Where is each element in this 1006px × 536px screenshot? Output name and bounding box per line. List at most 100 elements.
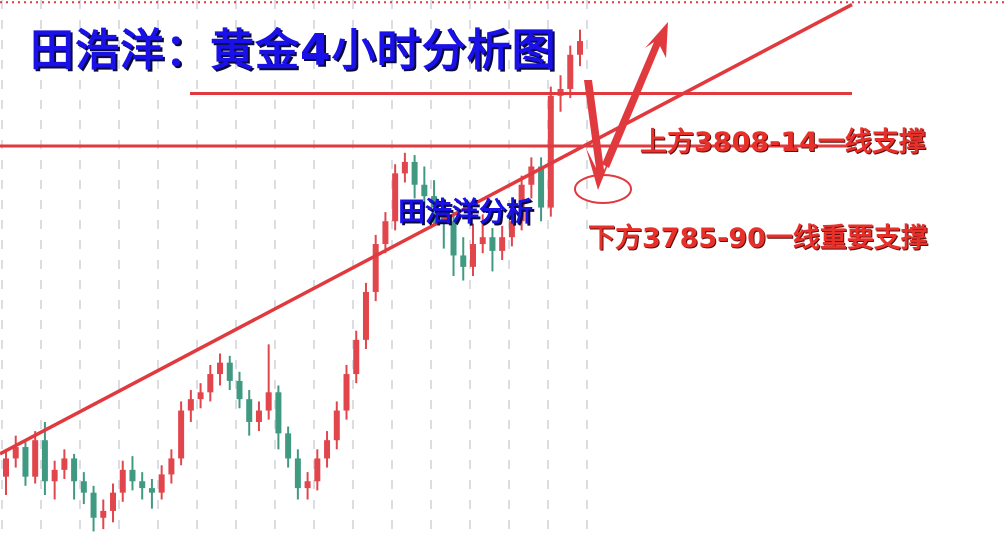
candle-body bbox=[207, 374, 214, 393]
candle-body bbox=[168, 458, 175, 475]
candle-down bbox=[71, 453, 78, 500]
candle-body bbox=[538, 166, 545, 208]
candle-body bbox=[353, 339, 360, 375]
candle-body bbox=[285, 433, 292, 459]
candle-up bbox=[32, 431, 39, 484]
candle-body bbox=[22, 447, 29, 477]
candle-up bbox=[51, 460, 58, 500]
candle-body bbox=[139, 481, 146, 489]
candle-up bbox=[168, 449, 175, 484]
annotation-lines bbox=[0, 1, 1006, 456]
candle-body bbox=[119, 469, 126, 493]
candle-body bbox=[489, 237, 496, 251]
candle-up bbox=[547, 86, 554, 217]
candle-body bbox=[324, 440, 331, 459]
target-circle bbox=[574, 174, 632, 204]
candle-body bbox=[411, 161, 418, 185]
candle-down bbox=[440, 198, 447, 249]
trendline bbox=[0, 3, 853, 456]
candle-body bbox=[41, 440, 48, 482]
candle-body bbox=[275, 392, 282, 434]
candle-body bbox=[421, 184, 428, 197]
candle-up bbox=[255, 401, 262, 432]
candle-up bbox=[567, 45, 574, 99]
candle-down bbox=[148, 478, 155, 509]
candle-down bbox=[236, 371, 243, 409]
candle-body bbox=[246, 399, 253, 422]
candle-down bbox=[275, 385, 282, 450]
candle-body bbox=[567, 54, 574, 89]
candle-up bbox=[479, 214, 486, 254]
candle-body bbox=[197, 392, 204, 400]
grid bbox=[1, 0, 588, 536]
candle-up bbox=[61, 449, 68, 479]
candle-up bbox=[392, 164, 399, 231]
candle-body bbox=[577, 41, 583, 55]
candle-up bbox=[207, 364, 214, 402]
candle-body bbox=[148, 488, 155, 493]
candle-body bbox=[440, 207, 447, 222]
upper-support-label: 上方3808-14一线支撑 bbox=[640, 127, 926, 158]
candle-up bbox=[265, 344, 272, 420]
candle-body bbox=[294, 458, 301, 489]
candle-body bbox=[547, 95, 554, 208]
candle-body bbox=[110, 492, 117, 511]
candle-up bbox=[100, 499, 107, 530]
lower-support-label: 下方3785-90一线重要支撑 bbox=[588, 223, 928, 254]
candle-body bbox=[431, 196, 438, 208]
candle-down bbox=[450, 212, 457, 276]
candle-up bbox=[3, 449, 9, 495]
candle-down bbox=[285, 426, 292, 468]
candle-body bbox=[226, 362, 233, 381]
chart-title: 田浩洋：黄金4小时分析图 bbox=[30, 25, 557, 76]
watermark: 田浩洋分析 bbox=[398, 197, 533, 228]
candle-down bbox=[139, 472, 146, 500]
candle-body bbox=[61, 458, 68, 470]
candle-up bbox=[12, 435, 19, 468]
candle-up bbox=[324, 431, 331, 468]
candle-down bbox=[411, 155, 418, 199]
candle-down bbox=[22, 440, 29, 486]
candle-down bbox=[41, 421, 48, 495]
candle-up bbox=[119, 460, 126, 502]
candle-down bbox=[80, 472, 87, 505]
candle-body bbox=[90, 492, 97, 518]
candle-up bbox=[577, 29, 583, 67]
candle-body bbox=[12, 447, 19, 459]
candle-body bbox=[333, 410, 340, 441]
candle-body bbox=[372, 244, 379, 292]
candle-body bbox=[518, 184, 525, 222]
candle-up bbox=[110, 483, 117, 523]
candle-body bbox=[450, 221, 457, 256]
candle-up bbox=[401, 152, 408, 183]
candle-up bbox=[353, 330, 360, 384]
candle-body bbox=[382, 221, 389, 245]
candle-up bbox=[343, 364, 350, 420]
candle-down bbox=[294, 449, 301, 500]
down-arrow-icon bbox=[584, 80, 614, 190]
candle-down bbox=[90, 485, 97, 532]
candle-body bbox=[314, 458, 321, 482]
candle-up bbox=[178, 401, 185, 466]
candle-up bbox=[362, 282, 369, 349]
candle-body bbox=[71, 458, 78, 482]
candle-body bbox=[100, 510, 107, 518]
candle-body bbox=[499, 237, 506, 251]
candle-body bbox=[265, 392, 272, 411]
candle-up bbox=[187, 390, 194, 422]
candle-up bbox=[333, 401, 340, 450]
candle-body bbox=[217, 362, 224, 375]
candle-up bbox=[304, 472, 311, 500]
up-arrow-icon bbox=[602, 22, 668, 168]
candle-down bbox=[246, 390, 253, 436]
candle-up bbox=[382, 212, 389, 254]
candle-up bbox=[372, 234, 379, 302]
candle-up bbox=[499, 225, 506, 261]
candle-body bbox=[178, 410, 185, 459]
candle-body bbox=[392, 173, 399, 222]
candle-down bbox=[129, 456, 136, 491]
candle-up bbox=[217, 353, 224, 386]
candle-body bbox=[187, 399, 194, 411]
